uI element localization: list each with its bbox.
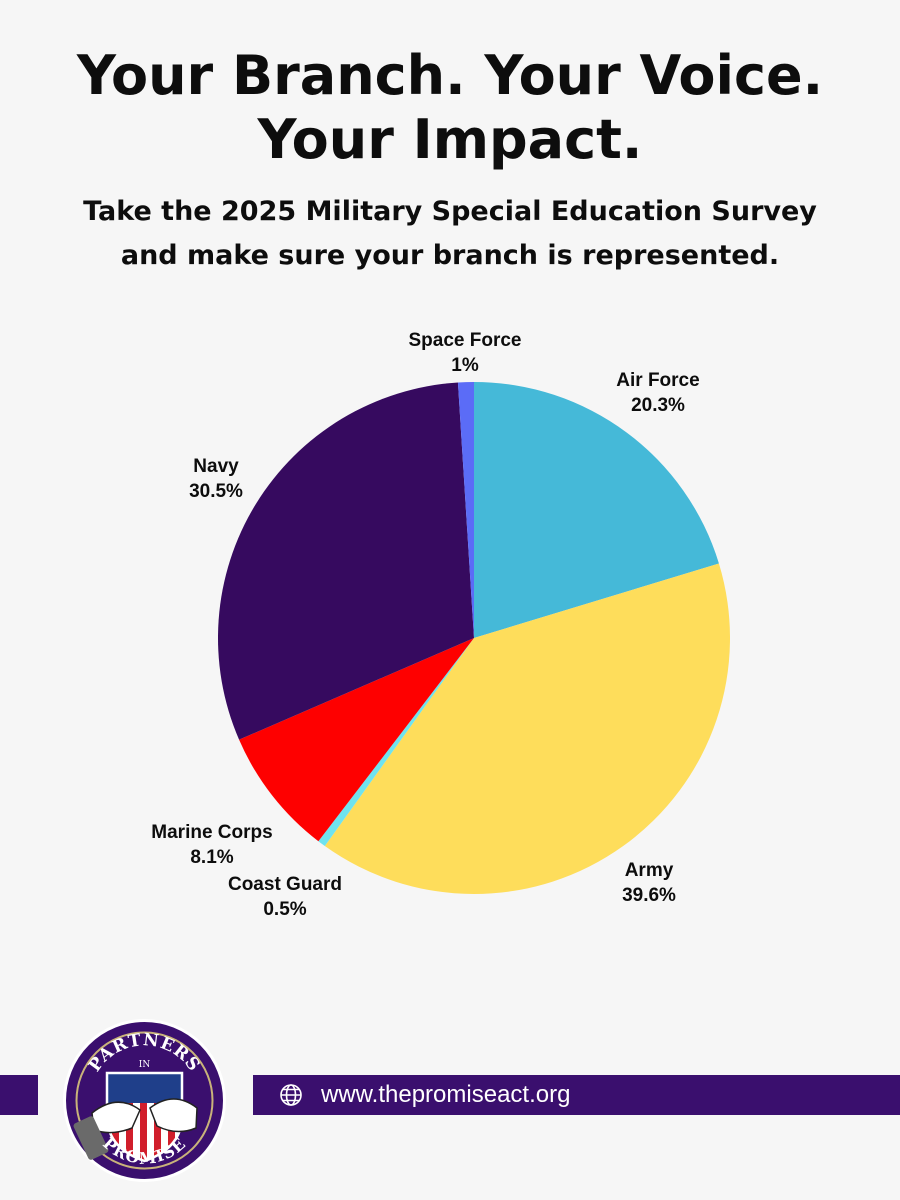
slice-value-air-force: 20.3%: [631, 395, 685, 416]
slice-value-coast-guard: 0.5%: [263, 899, 306, 920]
slice-label-air-force: Air Force: [616, 370, 699, 391]
pie-slice-air-force: [474, 382, 719, 638]
slice-value-navy: 30.5%: [189, 481, 243, 502]
pie-chart: Air Force 20.3% Army 39.6% Coast Guard 0.5% Ma…: [151, 330, 730, 920]
pie-slice-navy: [217, 382, 474, 740]
headline-line-1: Your Branch. Your Voice.: [76, 44, 824, 107]
partners-in-promise-logo: PARTNERS IN PROMISE: [63, 1019, 226, 1182]
slice-value-space-force: 1%: [451, 355, 479, 376]
headline-line-2: Your Impact.: [257, 108, 643, 171]
subheadline: Take the 2025 Military Special Education…: [0, 190, 900, 278]
subheadline-line-1: Take the 2025 Military Special Education…: [83, 196, 817, 227]
svg-text:IN: IN: [139, 1060, 151, 1070]
website-link[interactable]: www.thepromiseact.org: [321, 1081, 571, 1108]
slice-label-space-force: Space Force: [409, 330, 522, 351]
slice-value-marine-corps: 8.1%: [190, 847, 233, 868]
pie-slice-coast-guard: [318, 638, 474, 847]
slice-label-army: Army: [625, 860, 674, 881]
globe-icon: [280, 1084, 302, 1106]
slice-value-army: 39.6%: [622, 885, 676, 906]
pie-slice-marine-corps: [239, 638, 474, 842]
headline: Your Branch. Your Voice. Your Impact.: [0, 44, 900, 172]
slice-label-marine-corps: Marine Corps: [151, 822, 272, 843]
subheadline-line-2: and make sure your branch is represented…: [120, 240, 780, 271]
pie-slice-space-force: [457, 382, 474, 638]
footer-url-bar: www.thepromiseact.org: [253, 1075, 900, 1115]
pie-slice-army: [324, 563, 730, 894]
footer-bar-left: [0, 1075, 38, 1115]
slice-label-coast-guard: Coast Guard: [228, 874, 342, 895]
slice-label-navy: Navy: [193, 456, 239, 477]
